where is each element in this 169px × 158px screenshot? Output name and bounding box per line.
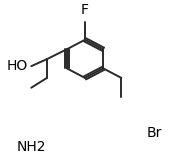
Text: NH2: NH2 <box>17 140 46 154</box>
Text: HO: HO <box>7 59 28 73</box>
Text: Br: Br <box>146 126 162 140</box>
Text: F: F <box>81 3 89 17</box>
